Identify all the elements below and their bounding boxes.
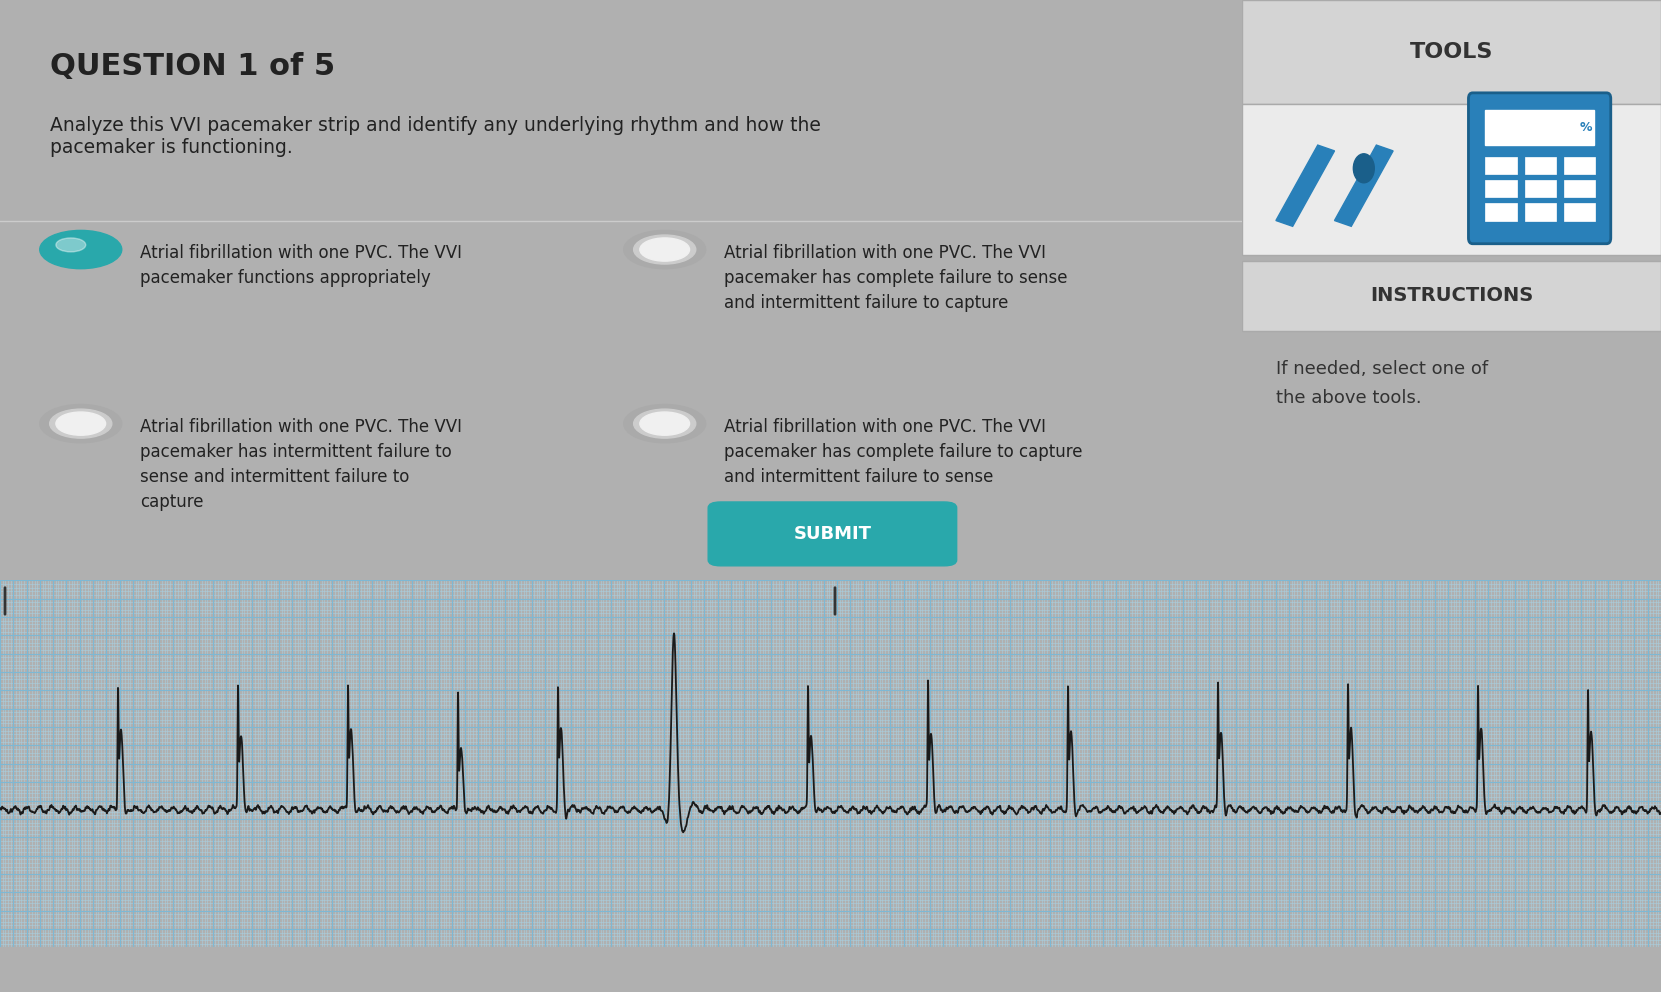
Text: Atrial fibrillation with one PVC. The VVI
pacemaker has intermittent failure to
: Atrial fibrillation with one PVC. The VV… — [141, 418, 462, 511]
FancyBboxPatch shape — [1565, 157, 1595, 175]
FancyBboxPatch shape — [1485, 203, 1516, 220]
Circle shape — [40, 405, 121, 442]
FancyBboxPatch shape — [1242, 261, 1661, 330]
Circle shape — [56, 238, 86, 252]
Circle shape — [639, 238, 689, 261]
FancyBboxPatch shape — [1485, 180, 1516, 197]
Text: QUESTION 1 of 5: QUESTION 1 of 5 — [50, 53, 336, 81]
Circle shape — [56, 412, 106, 435]
Polygon shape — [1334, 145, 1394, 226]
Circle shape — [1354, 154, 1374, 183]
Text: Atrial fibrillation with one PVC. The VVI
pacemaker has complete failure to capt: Atrial fibrillation with one PVC. The VV… — [724, 418, 1083, 486]
Circle shape — [633, 409, 696, 438]
FancyBboxPatch shape — [1242, 104, 1661, 255]
Text: INSTRUCTIONS: INSTRUCTIONS — [1370, 287, 1533, 306]
FancyBboxPatch shape — [1525, 203, 1556, 220]
Circle shape — [40, 230, 121, 269]
FancyBboxPatch shape — [1468, 93, 1611, 244]
Text: TOOLS: TOOLS — [1410, 43, 1493, 62]
Text: SUBMIT: SUBMIT — [794, 525, 872, 543]
FancyBboxPatch shape — [1525, 157, 1556, 175]
FancyBboxPatch shape — [1565, 203, 1595, 220]
Text: %: % — [1580, 121, 1591, 134]
FancyBboxPatch shape — [1565, 180, 1595, 197]
FancyBboxPatch shape — [1242, 0, 1661, 104]
Circle shape — [623, 405, 706, 442]
Circle shape — [633, 235, 696, 264]
Circle shape — [639, 412, 689, 435]
FancyBboxPatch shape — [708, 502, 957, 565]
Text: Atrial fibrillation with one PVC. The VVI
pacemaker has complete failure to sens: Atrial fibrillation with one PVC. The VV… — [724, 244, 1068, 311]
Polygon shape — [1276, 145, 1334, 226]
Text: If needed, select one of
the above tools.: If needed, select one of the above tools… — [1276, 360, 1488, 407]
FancyBboxPatch shape — [1485, 110, 1595, 145]
Text: Atrial fibrillation with one PVC. The VVI
pacemaker functions appropriately: Atrial fibrillation with one PVC. The VV… — [141, 244, 462, 287]
FancyBboxPatch shape — [1525, 180, 1556, 197]
Circle shape — [50, 409, 111, 438]
FancyBboxPatch shape — [1485, 157, 1516, 175]
Text: Analyze this VVI pacemaker strip and identify any underlying rhythm and how the
: Analyze this VVI pacemaker strip and ide… — [50, 116, 821, 157]
Circle shape — [623, 230, 706, 269]
